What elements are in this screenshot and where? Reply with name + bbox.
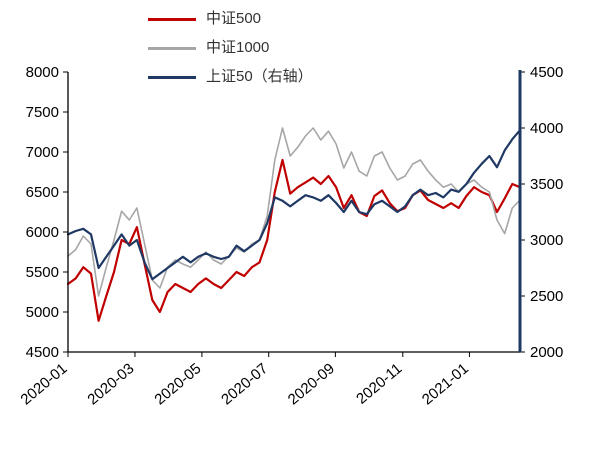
y-axis-right-label: 2000	[530, 344, 563, 361]
y-axis-left-label: 6500	[26, 184, 59, 201]
y-axis-left-label: 8000	[26, 64, 59, 81]
y-axis-left-label: 7500	[26, 104, 59, 121]
y-axis-left-label: 6000	[26, 224, 59, 241]
legend-swatch-0	[148, 17, 196, 21]
series-line-2	[66, 129, 522, 281]
x-axis-label: 2020-09	[285, 360, 338, 408]
legend-item-2: 上证50（右轴）	[148, 66, 313, 88]
x-axis-label: 2020-01	[17, 360, 70, 408]
series-line-1	[67, 127, 521, 297]
x-axis-label: 2020-07	[218, 360, 271, 408]
legend-item-1: 中证1000	[148, 37, 313, 59]
y-axis-left-label: 7000	[26, 144, 59, 161]
y-axis-right-label: 4000	[530, 120, 563, 137]
y-axis-left-label: 5000	[26, 304, 59, 321]
y-axis-right-label: 4500	[530, 64, 563, 81]
legend-item-0: 中证500	[148, 8, 313, 30]
y-axis-left-label: 5500	[26, 264, 59, 281]
y-axis-right-label: 3000	[530, 232, 563, 249]
y-axis-right-label: 2500	[530, 288, 563, 305]
x-axis-label: 2020-05	[151, 360, 204, 408]
legend-label-1: 中证1000	[206, 39, 270, 56]
legend-swatch-2	[148, 75, 196, 79]
legend-label-0: 中证500	[206, 10, 262, 27]
legend-swatch-1	[148, 46, 196, 50]
legend-label-2: 上证50（右轴）	[206, 68, 313, 85]
y-axis-left-label: 4500	[26, 344, 59, 361]
legend: 中证500 中证1000 上证50（右轴）	[148, 8, 313, 88]
x-axis-label: 2020-03	[84, 360, 137, 408]
y-axis-right-label: 3500	[530, 176, 563, 193]
x-axis-label: 2020-11	[353, 360, 405, 408]
x-axis-label: 2021-01	[419, 360, 472, 408]
